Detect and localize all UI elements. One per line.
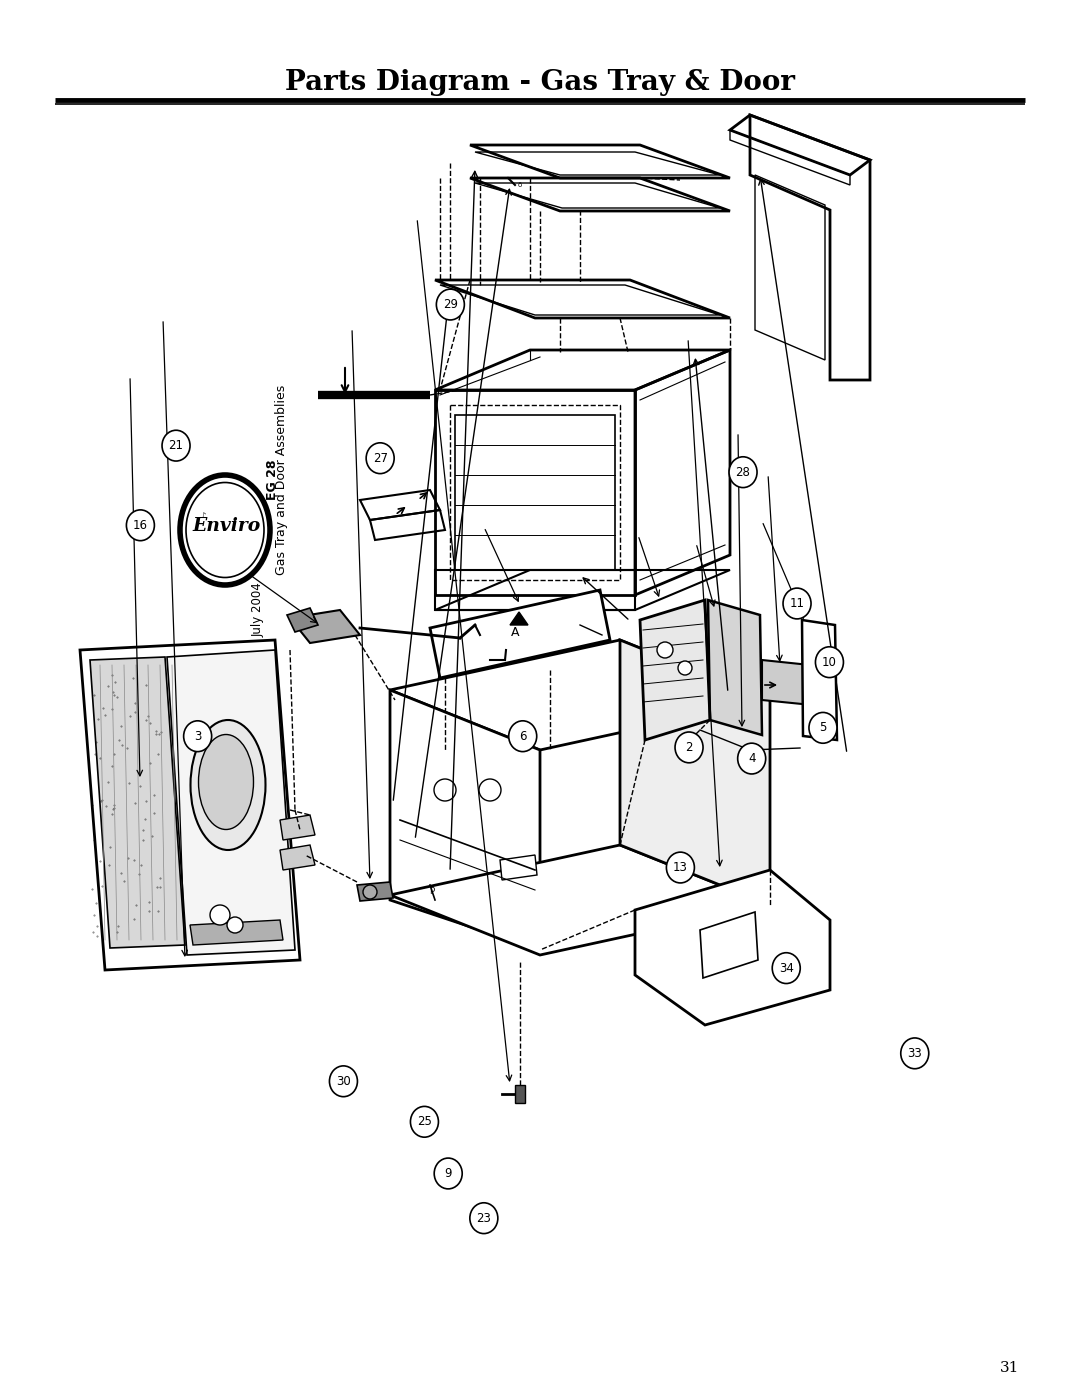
Polygon shape xyxy=(190,921,283,944)
Text: 29: 29 xyxy=(443,298,458,312)
Text: 2: 2 xyxy=(686,740,692,754)
Text: P: P xyxy=(430,887,434,897)
Polygon shape xyxy=(280,845,315,870)
Ellipse shape xyxy=(366,443,394,474)
Text: 13: 13 xyxy=(673,861,688,875)
Text: Enviro: Enviro xyxy=(193,517,261,535)
Ellipse shape xyxy=(126,510,154,541)
Text: 10: 10 xyxy=(822,655,837,669)
Ellipse shape xyxy=(772,953,800,983)
Ellipse shape xyxy=(509,721,537,752)
Ellipse shape xyxy=(162,430,190,461)
Polygon shape xyxy=(287,608,318,631)
Ellipse shape xyxy=(657,643,673,658)
Text: 9: 9 xyxy=(445,1166,451,1180)
Ellipse shape xyxy=(434,780,456,800)
Text: 28: 28 xyxy=(735,465,751,479)
Text: 16: 16 xyxy=(133,518,148,532)
Ellipse shape xyxy=(227,916,243,933)
Text: ð: ð xyxy=(518,182,522,189)
Ellipse shape xyxy=(410,1106,438,1137)
Ellipse shape xyxy=(434,1158,462,1189)
Polygon shape xyxy=(515,1085,525,1104)
Polygon shape xyxy=(635,870,831,1025)
Text: 30: 30 xyxy=(336,1074,351,1088)
Text: 25: 25 xyxy=(417,1115,432,1129)
Polygon shape xyxy=(291,610,360,643)
Text: EG 28: EG 28 xyxy=(266,460,279,500)
Polygon shape xyxy=(90,657,185,949)
Ellipse shape xyxy=(815,647,843,678)
Ellipse shape xyxy=(436,289,464,320)
Polygon shape xyxy=(700,912,758,978)
Ellipse shape xyxy=(180,475,270,585)
Text: Gas Tray and Door Assemblies: Gas Tray and Door Assemblies xyxy=(275,386,288,576)
Ellipse shape xyxy=(186,482,264,577)
Text: 27: 27 xyxy=(373,451,388,465)
Text: 6: 6 xyxy=(519,729,526,743)
Ellipse shape xyxy=(675,732,703,763)
Text: Parts Diagram - Gas Tray & Door: Parts Diagram - Gas Tray & Door xyxy=(285,68,795,95)
Text: 34: 34 xyxy=(779,961,794,975)
Text: ♪: ♪ xyxy=(200,511,205,521)
Ellipse shape xyxy=(809,712,837,743)
Text: A: A xyxy=(511,626,519,640)
Ellipse shape xyxy=(480,780,501,800)
Text: 21: 21 xyxy=(168,439,184,453)
Text: 5: 5 xyxy=(820,721,826,735)
Ellipse shape xyxy=(678,661,692,675)
Ellipse shape xyxy=(329,1066,357,1097)
Text: 11: 11 xyxy=(789,597,805,610)
Polygon shape xyxy=(390,845,770,956)
Ellipse shape xyxy=(901,1038,929,1069)
Polygon shape xyxy=(430,590,610,678)
Polygon shape xyxy=(510,612,528,624)
Text: 31: 31 xyxy=(1000,1361,1020,1375)
Polygon shape xyxy=(620,640,770,905)
Ellipse shape xyxy=(729,457,757,488)
Polygon shape xyxy=(640,599,710,740)
Polygon shape xyxy=(280,814,315,840)
Polygon shape xyxy=(80,640,300,970)
Polygon shape xyxy=(762,659,812,705)
Ellipse shape xyxy=(363,886,377,900)
Ellipse shape xyxy=(470,1203,498,1234)
Polygon shape xyxy=(500,855,537,880)
Text: 33: 33 xyxy=(907,1046,922,1060)
Ellipse shape xyxy=(738,743,766,774)
Text: 3: 3 xyxy=(194,729,201,743)
Text: 4: 4 xyxy=(748,752,755,766)
Polygon shape xyxy=(357,882,393,901)
Text: 23: 23 xyxy=(476,1211,491,1225)
Ellipse shape xyxy=(199,735,254,830)
Ellipse shape xyxy=(210,905,230,925)
Polygon shape xyxy=(167,650,295,956)
Ellipse shape xyxy=(666,852,694,883)
Polygon shape xyxy=(390,640,770,750)
Ellipse shape xyxy=(190,719,266,849)
Polygon shape xyxy=(390,690,540,950)
Ellipse shape xyxy=(783,588,811,619)
Polygon shape xyxy=(802,620,837,740)
Ellipse shape xyxy=(184,721,212,752)
Polygon shape xyxy=(708,599,762,735)
Text: July 2004: July 2004 xyxy=(252,583,265,637)
